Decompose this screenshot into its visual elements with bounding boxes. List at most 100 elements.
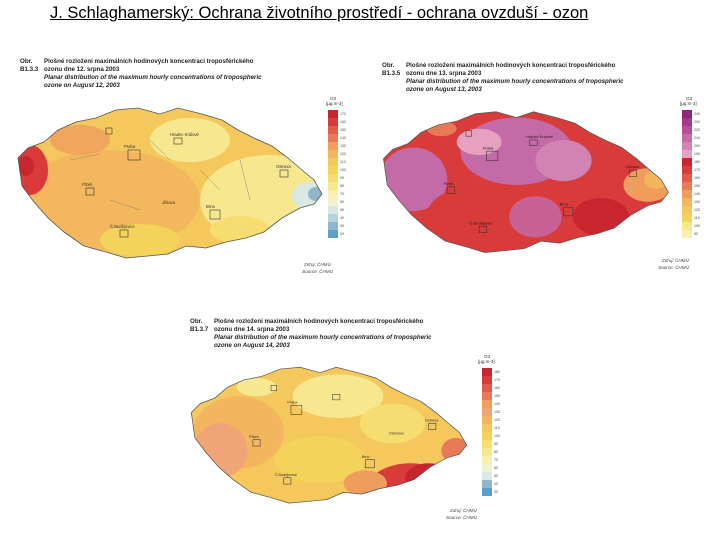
scale-swatch (328, 110, 338, 118)
scale-tick-label: 130 (340, 144, 346, 148)
caption-cz-line-1: Plošné rozložení maximálních hodinových … (406, 62, 616, 69)
source-line-2: Source: ČHMÚ (446, 515, 477, 520)
scale-tick-label: 50 (494, 474, 498, 478)
scale-swatch (482, 400, 492, 408)
scale-swatch (328, 182, 338, 190)
scale-swatch (682, 118, 692, 126)
scale-tick-label: 170 (694, 168, 700, 172)
scale-bar: 170 160 150 140 130 120 110 100 90 80 70 60 50 40 30 20 (328, 110, 346, 238)
figure-aug-12: Obr. B1.3.3 Plošné rozložení maximálních… (0, 0, 360, 290)
source-line-1: Zdroj: ČHMÚ (304, 262, 331, 267)
ozone-map-aug-12: Praha Brno Ostrava Plzeň Č.Budějovice Hr… (17, 107, 323, 259)
scale-tick-label: 70 (340, 192, 344, 196)
scale-swatch (482, 488, 492, 496)
scale-swatch (328, 166, 338, 174)
scale-swatch (682, 142, 692, 150)
scale-tick-label: 180 (494, 370, 500, 374)
scale-tick-label: 170 (340, 112, 346, 116)
scale-swatch (328, 158, 338, 166)
city-label-ostrava: Ostrava (425, 419, 439, 423)
scale-swatch (328, 230, 338, 238)
scale-tick-label: 170 (494, 378, 500, 382)
scale-swatch (328, 206, 338, 214)
city-label-hradec-kralove: Hradec Králové (526, 134, 553, 139)
scale-swatch (328, 142, 338, 150)
scale-tick-label: 70 (494, 458, 498, 462)
scale-swatch (482, 408, 492, 416)
scale-swatch (482, 376, 492, 384)
figure-aug-13: Obr. B1.3.5 Plošné rozložení maximálních… (382, 62, 700, 270)
caption-en-line-1: Planar distribution of the maximum hourl… (406, 78, 624, 85)
scale-swatch (328, 118, 338, 126)
source-line-1: Zdroj: ČHMÚ (450, 508, 477, 513)
scale-swatch (482, 384, 492, 392)
scale-tick-label: 100 (694, 224, 700, 228)
scale-swatch (482, 480, 492, 488)
figure-code: Obr. B1.3.3 (20, 58, 39, 73)
scale-swatch (682, 222, 692, 230)
scale-tick-label: 150 (340, 128, 346, 132)
caption-en-line-1: Planar distribution of the maximum hourl… (44, 74, 262, 81)
scale-swatch (682, 110, 692, 118)
scale-tick-label: 240 (694, 112, 700, 116)
scale-tick-label: 90 (340, 176, 344, 180)
scale-swatch (328, 190, 338, 198)
scale-tick-label: 140 (494, 402, 500, 406)
scale-tick-label: 120 (494, 418, 500, 422)
scale-tick-label: 230 (694, 120, 700, 124)
scale-swatch (682, 174, 692, 182)
scale-unit-1: O3 (330, 96, 337, 101)
scale-unit-2: [µg.m-3] (680, 101, 697, 106)
scale-swatch (482, 440, 492, 448)
scale-tick-label: 160 (340, 120, 346, 124)
scale-tick-label: 130 (494, 410, 500, 414)
scale-tick-label: 110 (340, 160, 346, 164)
scale-tick-label: 130 (694, 200, 700, 204)
scale-swatch (328, 134, 338, 142)
caption-cz-line-1: Plošné rozložení maximálních hodinových … (214, 318, 424, 325)
caption-en-line-2: ozone on August 14, 2003 (214, 342, 290, 349)
scale-swatch (482, 424, 492, 432)
scale-swatch (682, 182, 692, 190)
scale-swatch (482, 464, 492, 472)
slide-title: J. Schlaghamerský: Ochrana životního pro… (50, 4, 589, 22)
city-label-ceske-budejovice: Č.Budějovice (470, 220, 493, 225)
city-markers (446, 130, 637, 234)
scale-swatch (328, 198, 338, 206)
city-label-plzen: Plzeň (249, 435, 259, 439)
caption-en-line-2: ozone on August 12, 2003 (44, 82, 120, 89)
scale-tick-label: 200 (694, 144, 700, 148)
source-line-2: Source: ČHMÚ (658, 265, 689, 270)
scale-tick-label: 150 (494, 394, 500, 398)
figure-code: Obr. B1.3.5 (382, 62, 401, 77)
scale-swatch (482, 472, 492, 480)
city-label-ceske-budejovice: Č.Budějovice (275, 472, 297, 477)
scale-swatch (682, 190, 692, 198)
scale-tick-label: 30 (494, 490, 498, 494)
scale-tick-label: 100 (340, 168, 346, 172)
scale-tick-label: 180 (694, 160, 700, 164)
scale-swatch (328, 174, 338, 182)
caption-en-line-1: Planar distribution of the maximum hourl… (214, 334, 432, 341)
city-label-brno: Brno (560, 202, 569, 207)
scale-tick-label: 120 (340, 152, 346, 156)
scale-tick-label: 80 (494, 450, 498, 454)
scale-swatch (328, 222, 338, 230)
scale-tick-label: 90 (494, 442, 498, 446)
scale-bar: 180 170 160 150 140 130 120 110 100 90 80 70 60 50 40 3… (482, 368, 500, 496)
scale-tick-label: 80 (340, 184, 344, 188)
scale-tick-label: 210 (694, 136, 700, 140)
scale-swatch (682, 214, 692, 222)
scale-swatch (482, 456, 492, 464)
scale-tick-label: 220 (694, 128, 700, 132)
city-label-praha: Praha (483, 145, 494, 150)
city-label-ostrava: Ostrava (276, 164, 291, 169)
city-label-olomouc: Olomouc (389, 431, 404, 435)
scale-swatch (682, 134, 692, 142)
scale-unit-1: O3 (686, 96, 693, 101)
scale-tick-label: 160 (494, 386, 500, 390)
city-label-ostrava: Ostrava (625, 164, 640, 169)
scale-swatch (682, 126, 692, 134)
scale-swatch (682, 230, 692, 238)
